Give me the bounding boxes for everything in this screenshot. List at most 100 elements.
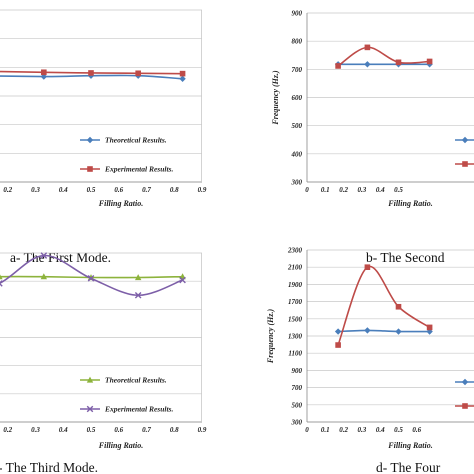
legend-label: Theoretical Results. [105,136,167,145]
data-point [335,63,341,69]
x-tick-label: 0.8 [170,426,179,434]
legend-label: Experimental Results. [104,165,173,174]
data-point [40,273,48,280]
x-tick-label: 0.8 [170,186,179,194]
x-tick-label: 0.3 [31,426,40,434]
y-tick-label: 300 [291,419,303,427]
y-tick-label: 500 [292,401,303,409]
x-tick-label: 0.2 [339,426,348,434]
x-axis-label: Filling Ratio. [387,199,432,208]
data-point-stroke-b [134,291,142,299]
y-tick-label: 1300 [288,333,303,341]
data-point [334,328,342,335]
data-point [426,58,433,65]
data-point [364,264,371,270]
data-point [40,73,48,80]
x-tick-label: 0.2 [3,426,12,434]
x-tick-label: 0.4 [59,186,68,194]
legend-label: Experimental Results. [104,405,173,414]
x-tick-label: 0.5 [394,186,403,194]
chart-panel-b: 0 0.1 0.2 0.3 0.4 0.5 300 400 500 600 700 800 900 Fil… [271,10,474,265]
data-point [395,303,402,310]
y-tick-label: 1900 [288,281,303,289]
legend-marker [461,136,469,144]
y-tick-label: 900 [292,367,303,375]
x-tick-label: 0.3 [358,186,367,194]
data-point-stroke-b [87,275,95,282]
series-line-d-1 [337,265,431,346]
data-point [135,70,141,77]
x-tick-label: 0.4 [376,426,385,434]
legend-label: Theoretical Results. [105,376,167,385]
y-tick-label: 1100 [288,350,302,358]
x-axis-label: Filling Ratio. [98,441,143,450]
legend-marker-stroke-b [86,405,94,413]
x-axis-label: Filling Ratio. [387,441,432,450]
data-point [41,69,47,76]
x-axis-label: Filling Ratio. [98,199,143,208]
legend-marker [462,403,468,409]
legend-marker [86,376,94,383]
x-tick-label: 0.1 [321,426,330,434]
data-point [179,276,186,284]
y-axis-label: Frequency (Hz.) [271,70,280,126]
legend-marker [461,378,469,386]
y-tick-label: 300 [291,179,303,187]
data-point [364,61,371,68]
data-point [87,275,95,282]
legend-marker [86,405,94,413]
chart-panel-c: 0.2 0.3 0.4 0.5 0.6 0.7 0.8 0.9 Filling Ratio. Th… [0,252,207,474]
x-tick-label: 0.3 [31,186,40,194]
data-point [335,342,341,348]
x-tick-label: 0.1 [321,186,330,194]
x-tick-label: 0.5 [394,426,403,434]
y-tick-label: 2300 [287,247,303,255]
x-tick-label: 0.9 [198,426,207,434]
x-tick-label: 0.6 [412,426,421,434]
y-axis-label: Frequency (Hz.) [266,309,275,365]
data-point [40,252,48,259]
y-tick-label: 900 [292,10,303,18]
data-point [179,70,186,77]
x-tick-label: 0.9 [198,186,207,194]
data-point [395,59,402,66]
y-tick-label: 2100 [287,264,303,272]
series-line-b-1 [337,46,430,67]
data-point [395,328,402,335]
data-point [426,324,433,331]
x-tick-label: 0.2 [339,186,348,194]
data-point [134,274,142,281]
x-tick-label: 0 [305,186,309,194]
data-point-stroke-b [179,276,186,284]
legend-marker [86,136,94,144]
y-tick-label: 500 [292,122,303,130]
data-point-stroke-a [0,283,3,287]
x-tick-label: 0.7 [142,426,151,434]
data-point [88,70,94,76]
y-tick-label: 1700 [288,298,303,306]
y-tick-label: 1500 [288,315,303,323]
data-point [134,291,142,299]
data-point [364,327,371,334]
series-line-c-0 [0,275,183,279]
y-tick-label: 700 [292,66,303,74]
panel-caption: d- The Four [376,460,441,474]
x-tick-label: 0.6 [114,186,123,194]
y-tick-label: 700 [292,384,303,392]
data-point-stroke-b [0,280,3,284]
x-tick-label: 0.2 [3,186,12,194]
y-tick-label: 400 [291,150,303,158]
x-tick-label: 0.4 [59,426,68,434]
y-tick-label: 600 [292,94,303,102]
x-tick-label: 0.6 [114,426,123,434]
data-point-stroke-b [40,252,48,259]
x-tick-label: 0.5 [87,426,96,434]
panel-caption: c- The Third Mode. [0,460,98,474]
series-line-c-1 [0,254,183,297]
legend-marker [462,161,468,167]
x-tick-label: 0.4 [376,186,385,194]
legend-marker [87,166,93,172]
data-point [364,44,371,51]
